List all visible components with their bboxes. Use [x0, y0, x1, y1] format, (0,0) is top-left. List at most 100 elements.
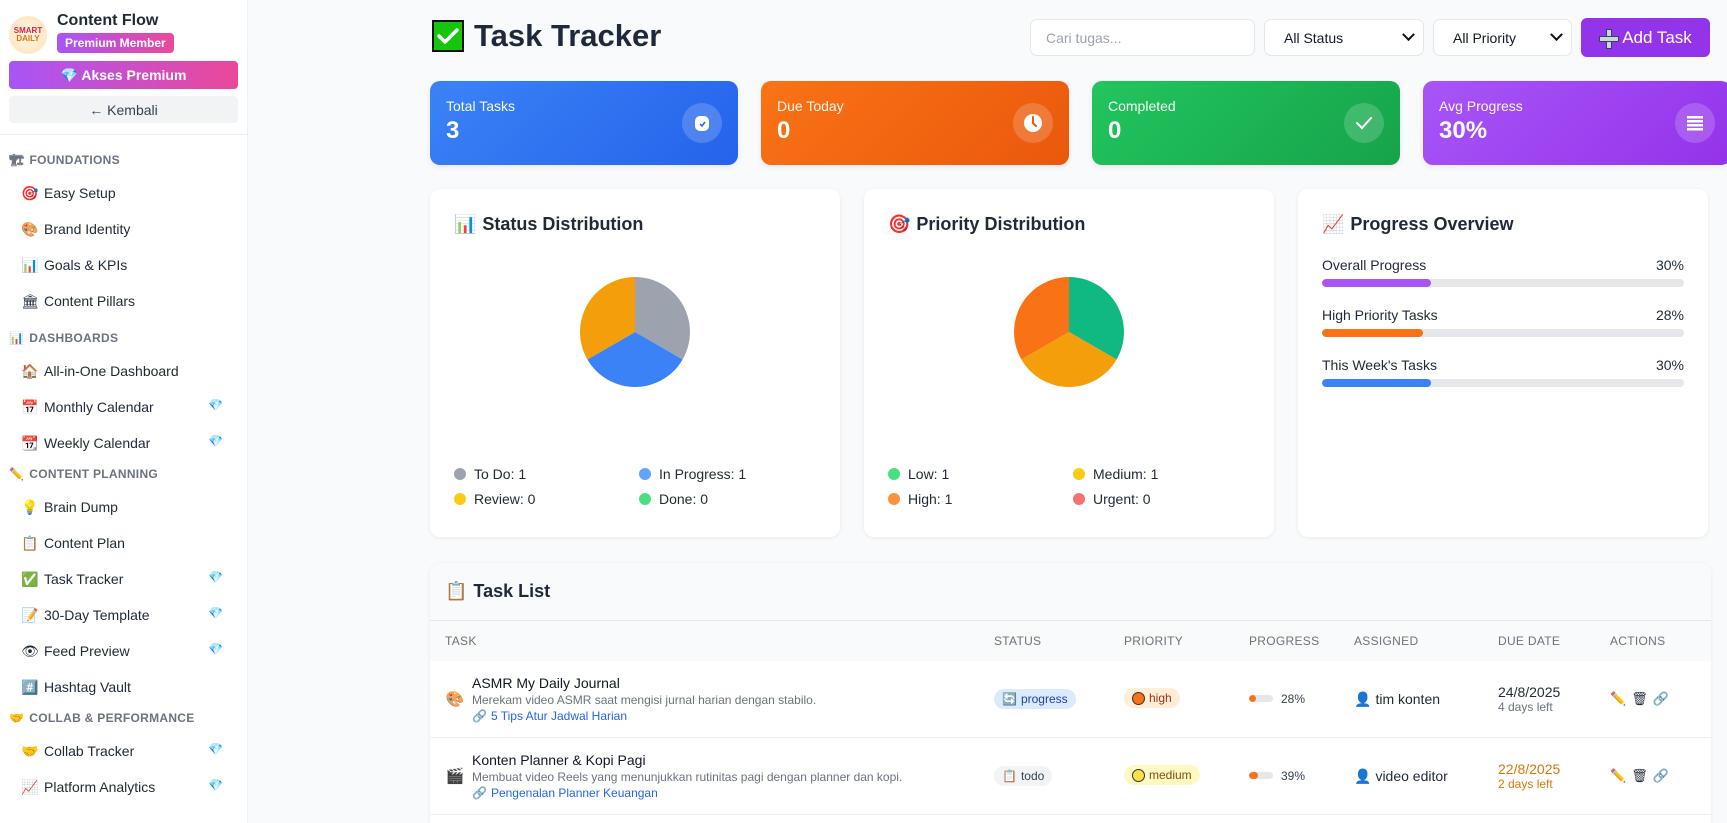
progress-percent: 28%	[1281, 692, 1306, 706]
clipboard-icon: 📋	[445, 581, 468, 601]
legend-label: Medium: 1	[1093, 466, 1159, 482]
column-header-actions: ACTIONS	[1610, 634, 1666, 648]
delete-trash-icon[interactable]: 🗑	[1631, 768, 1648, 783]
edit-pencil-icon[interactable]: ✏️	[1610, 768, 1627, 783]
assignee-name: video editor	[1375, 768, 1448, 784]
section-collab-performance: 🤝 COLLAB & PERFORMANCE	[0, 705, 247, 727]
edit-pencil-icon[interactable]: ✏️	[1610, 691, 1627, 706]
column-header-status[interactable]: STATUS	[994, 634, 1042, 648]
clapper-board-icon: 🎬	[445, 768, 465, 785]
sidebar-item-easy-setup[interactable]: 🎯 Easy Setup	[0, 175, 247, 211]
sidebar-item-monthly-calendar[interactable]: 📅 Monthly Calendar 💎	[0, 389, 247, 425]
handshake-icon: 🤝	[9, 711, 25, 725]
memo-icon: 📝	[21, 606, 39, 623]
calendar-icon: 📅	[21, 398, 39, 415]
sidebar-item-brain-dump[interactable]: 💡 Brain Dump	[0, 489, 247, 525]
bar-chart-icon: 📊	[9, 331, 25, 345]
status-filter-select[interactable]: All Status	[1264, 19, 1424, 56]
column-header-assigned[interactable]: ASSIGNED	[1354, 634, 1419, 648]
sidebar-item-all-in-one-dashboard[interactable]: 🏠 All-in-One Dashboard	[0, 353, 247, 389]
section-content-planning: ✏️ CONTENT PLANNING	[0, 461, 247, 483]
sidebar-item-weekly-calendar[interactable]: 📆 Weekly Calendar 💎	[0, 425, 247, 461]
status-legend: To Do: 1 In Progress: 1 Review: 0 Done: …	[454, 466, 816, 507]
column-header-task[interactable]: TASK	[445, 634, 477, 648]
legend-item: Review: 0	[454, 491, 639, 507]
legend-label: Review: 0	[474, 491, 536, 507]
stats-row: Total Tasks 3 Due Today 0 Completed 0 Av…	[430, 81, 1727, 165]
sidebar-item-label: Weekly Calendar	[44, 435, 151, 451]
priority-cell: medium	[1124, 765, 1249, 787]
palette-icon: 🎨	[21, 220, 39, 237]
pencil-icon: ✏️	[9, 467, 25, 481]
task-link[interactable]: 🔗 5 Tips Atur Jadwal Harian	[472, 709, 816, 723]
progress-bar-fill	[1322, 279, 1431, 287]
legend-label: High: 1	[908, 491, 953, 507]
progress-overview-panel: 📈 Progress Overview Overall Progress 30% H…	[1298, 189, 1708, 537]
bar-chart-icon: 📊	[21, 256, 39, 273]
progress-row-this-week: This Week's Tasks 30%	[1322, 357, 1684, 387]
logo-text-bottom: DAILY	[16, 34, 40, 43]
status-cell: 🔄 progress	[994, 689, 1124, 709]
search-input[interactable]	[1030, 19, 1255, 56]
legend-label: In Progress: 1	[659, 466, 747, 482]
chart-increasing-icon: 📈	[1322, 214, 1345, 234]
sidebar-item-label: Platform Analytics	[44, 779, 156, 795]
sidebar-divider	[0, 134, 247, 135]
task-title[interactable]: ASMR My Daily Journal	[472, 675, 620, 691]
task-link[interactable]: 🔗 Pengenalan Planner Keuangan	[472, 786, 902, 800]
status-pie-chart	[579, 276, 691, 393]
actions-cell: ✏️ 🗑 🔗	[1610, 691, 1691, 707]
logo-text-top: SMART	[13, 26, 43, 35]
task-link-text[interactable]: Pengenalan Planner Keuangan	[490, 786, 658, 800]
premium-access-button[interactable]: 💎 Akses Premium	[9, 61, 238, 89]
section-title: FOUNDATIONS	[29, 153, 120, 167]
sidebar-item-content-pillars[interactable]: 🏛 Content Pillars	[0, 283, 247, 319]
light-bulb-icon: 💡	[21, 498, 39, 515]
sidebar-item-goals-kpis[interactable]: 📊 Goals & KPIs	[0, 247, 247, 283]
premium-gem-icon: 💎	[208, 398, 223, 412]
sidebar-item-brand-identity[interactable]: 🎨 Brand Identity	[0, 211, 247, 247]
legend-label: Urgent: 0	[1093, 491, 1151, 507]
legend-item: Done: 0	[639, 491, 816, 507]
panel-title: 📈 Progress Overview	[1322, 214, 1684, 235]
back-button[interactable]: ← Kembali	[9, 96, 238, 123]
sidebar-item-30-day-template[interactable]: 📝 30-Day Template 💎	[0, 597, 247, 633]
legend-label: Done: 0	[659, 491, 709, 507]
column-header-priority[interactable]: PRIORITY	[1124, 634, 1184, 648]
sidebar-item-platform-analytics[interactable]: 📈 Platform Analytics 💎	[0, 769, 247, 805]
user-silhouette-icon: 👤	[1354, 767, 1372, 784]
column-header-progress[interactable]: PROGRESS	[1249, 634, 1320, 648]
add-task-button[interactable]: Add Task	[1581, 18, 1710, 57]
section-title: CONTENT PLANNING	[29, 467, 159, 481]
legend-item: High: 1	[888, 491, 1073, 507]
panel-title-text: Status Distribution	[482, 214, 644, 234]
delete-trash-icon[interactable]: 🗑	[1631, 691, 1648, 706]
check-icon	[1344, 103, 1384, 143]
priority-badge: high	[1124, 688, 1180, 709]
premium-member-badge: Premium Member	[57, 33, 174, 53]
link-icon[interactable]: 🔗	[1652, 691, 1669, 706]
sidebar-item-hashtag-vault[interactable]: #️⃣ Hashtag Vault	[0, 669, 247, 705]
legend-dot	[639, 468, 651, 480]
assignee-name: tim konten	[1375, 691, 1441, 707]
task-link-text[interactable]: 5 Tips Atur Jadwal Harian	[490, 709, 628, 723]
sidebar-item-content-plan[interactable]: 📋 Content Plan	[0, 525, 247, 561]
sidebar-item-label: Task Tracker	[44, 571, 124, 587]
priority-badge: medium	[1124, 765, 1200, 786]
mini-progress-fill	[1249, 695, 1256, 703]
legend-item: In Progress: 1	[639, 466, 816, 482]
table-row: 🎬 Konten Planner & Kopi Pagi Membuat vid…	[430, 738, 1711, 815]
link-icon[interactable]: 🔗	[1652, 768, 1669, 783]
progress-cell: 28%	[1249, 690, 1354, 708]
priority-badge-text: high	[1149, 691, 1172, 706]
task-cell: 🎨 ASMR My Daily Journal Merekam video AS…	[430, 675, 994, 723]
sidebar-item-feed-preview[interactable]: 👁 Feed Preview 💎	[0, 633, 247, 669]
due-date-cell: 22/8/2025 2 days left	[1498, 761, 1610, 791]
app-logo: SMART DAILY	[9, 16, 47, 54]
task-title[interactable]: Konten Planner & Kopi Pagi	[472, 752, 646, 768]
priority-filter-select[interactable]: All Priority	[1433, 19, 1572, 56]
sidebar-item-collab-tracker[interactable]: 🤝 Collab Tracker 💎	[0, 733, 247, 769]
sidebar-item-task-tracker[interactable]: ✅ Task Tracker 💎	[0, 561, 247, 597]
clock-icon	[1013, 103, 1053, 143]
column-header-due-date[interactable]: DUE DATE	[1498, 634, 1561, 648]
